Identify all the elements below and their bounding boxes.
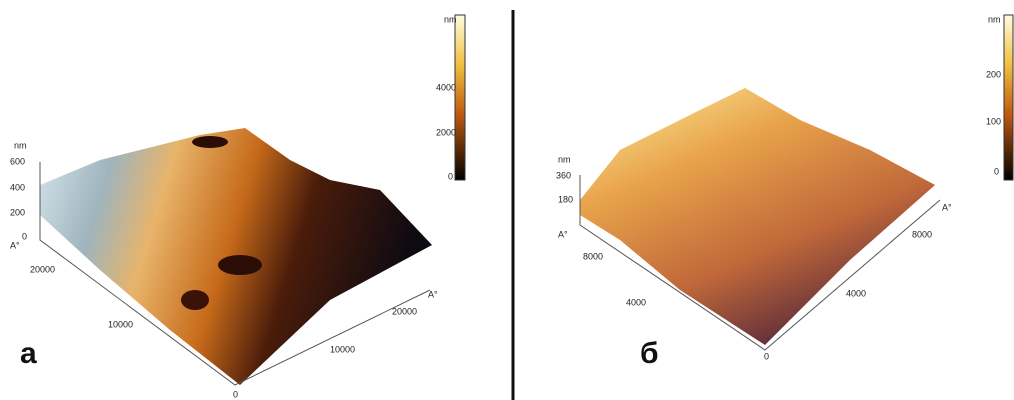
tick: 600 [10, 156, 25, 166]
tick: 4000 [846, 288, 866, 298]
tick: 20000 [392, 306, 417, 316]
tick: 0 [22, 231, 27, 241]
figure: nm 4000 2000 0 nm 600 400 200 0 A° 20000… [0, 0, 1014, 400]
tick: 100 [986, 116, 1001, 126]
tick: 2000 [436, 127, 456, 137]
axis-label: A° [942, 202, 952, 212]
tick: 8000 [583, 251, 603, 261]
axis-label: A° [428, 289, 438, 299]
unit: nm [558, 154, 571, 164]
tick: 0 [994, 166, 999, 176]
tick: 20000 [30, 264, 55, 274]
panel-label: а [20, 337, 37, 370]
tick: 200 [10, 207, 25, 217]
tick: 8000 [912, 229, 932, 239]
tick: 360 [556, 170, 571, 180]
tick: 4000 [436, 82, 456, 92]
tick: 180 [558, 194, 573, 204]
tick: 0 [764, 351, 769, 361]
colorbar [1004, 15, 1013, 180]
feature [181, 290, 209, 310]
tick: 4000 [626, 297, 646, 307]
axis-label: A° [558, 229, 568, 239]
feature [192, 136, 228, 148]
tick: 10000 [108, 319, 133, 329]
colorbar [455, 15, 465, 180]
panel-label: б [640, 337, 659, 370]
tick: 200 [986, 69, 1001, 79]
unit: nm [988, 14, 1001, 24]
feature [218, 255, 262, 275]
tick: 400 [10, 182, 25, 192]
unit: nm [14, 140, 27, 150]
tick: 0 [233, 389, 238, 399]
unit: nm [444, 14, 457, 24]
panel-b: nm 200 100 0 nm 360 180 A° 8000 4000 400… [556, 14, 1013, 370]
tick: 0 [448, 171, 453, 181]
panel-a: nm 4000 2000 0 nm 600 400 200 0 A° 20000… [10, 14, 465, 399]
tick: 10000 [330, 344, 355, 354]
axis-label: A° [10, 240, 20, 250]
